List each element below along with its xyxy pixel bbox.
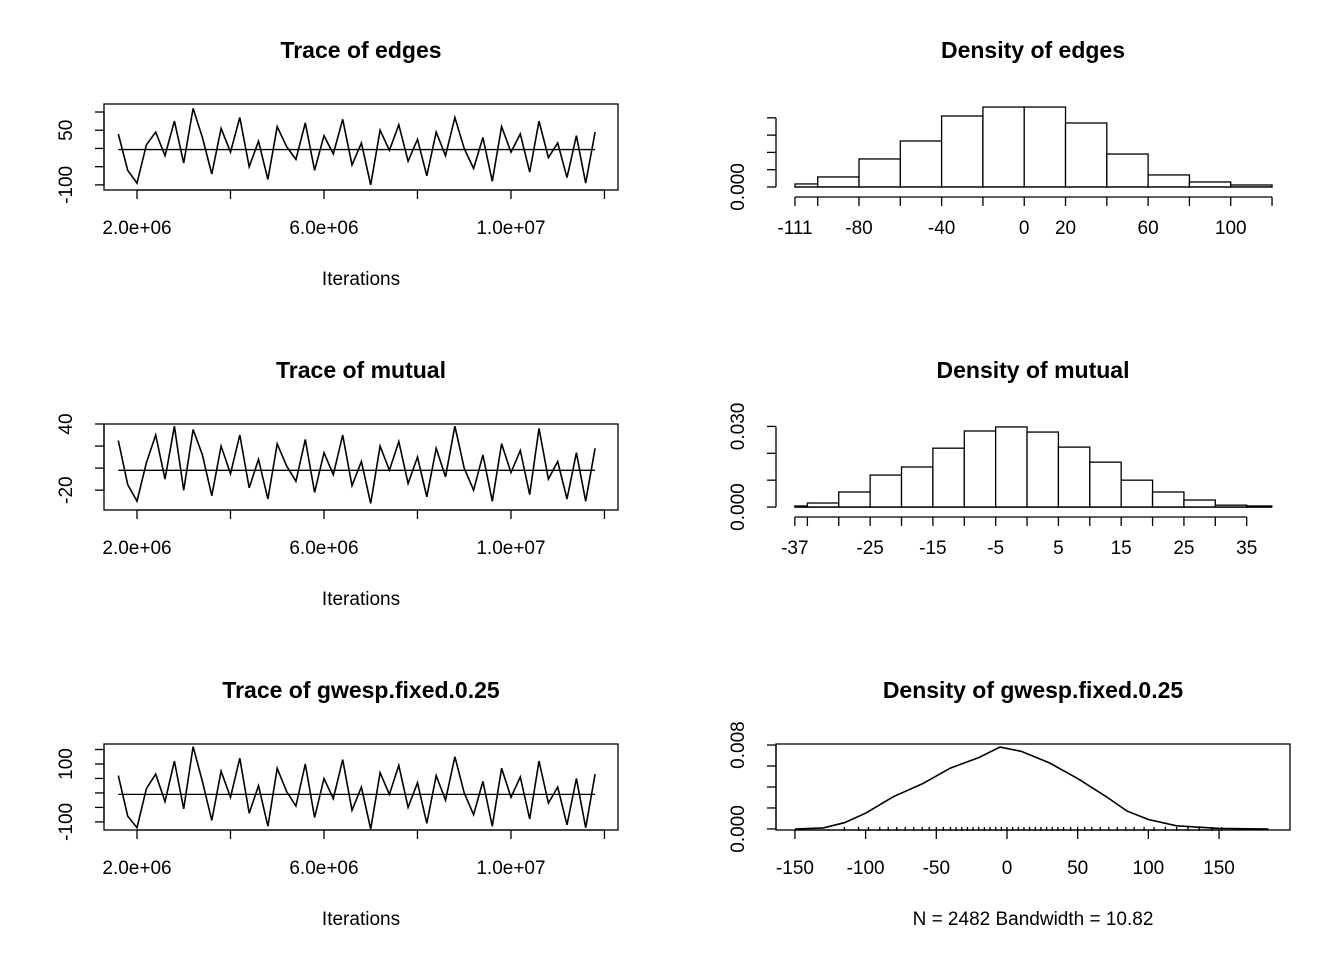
x-axis-label: N = 2482 Bandwidth = 10.82 <box>913 909 1154 930</box>
histogram-bar <box>1188 181 1232 188</box>
x-tick-label: 150 <box>1203 858 1235 879</box>
panel-title: Trace of gwesp.fixed.0.25 <box>222 677 500 703</box>
y-tick-label: 0.030 <box>728 403 749 451</box>
plot-box <box>103 103 619 191</box>
histogram-bar <box>869 474 903 508</box>
y-tick-label: 50 <box>56 120 77 141</box>
histogram-bar <box>982 106 1025 188</box>
histogram-bar <box>1106 153 1149 188</box>
histogram-bar <box>940 115 984 188</box>
histogram-bar <box>995 426 1028 508</box>
histogram-bar <box>817 176 860 188</box>
histogram-bar <box>1120 479 1154 508</box>
x-tick-label: -50 <box>923 858 950 879</box>
x-tick-label: 0 <box>1002 858 1013 879</box>
histogram-bar <box>1089 461 1122 508</box>
histogram-bar <box>1026 431 1060 508</box>
y-tick-label: 0.000 <box>728 483 749 531</box>
x-tick-label: 2.0e+06 <box>102 858 171 879</box>
x-tick-label: 6.0e+06 <box>289 538 358 559</box>
x-tick-label: -25 <box>856 538 883 559</box>
histogram-bar <box>858 158 901 188</box>
y-tick-label: -100 <box>56 166 77 204</box>
x-tick-label: 20 <box>1055 218 1076 239</box>
x-tick-label: 5 <box>1053 538 1064 559</box>
x-tick-label: -5 <box>987 538 1004 559</box>
x-tick-label: 25 <box>1173 538 1194 559</box>
x-tick-label: 0 <box>1019 218 1030 239</box>
y-tick-label: 40 <box>56 413 77 434</box>
x-axis-label: Iterations <box>322 589 400 610</box>
panel-title: Trace of mutual <box>276 357 446 383</box>
x-tick-label: -100 <box>847 858 885 879</box>
x-tick-label: 60 <box>1138 218 1159 239</box>
trace-line <box>117 746 596 830</box>
histogram-bar <box>963 430 997 508</box>
histogram-bar <box>1151 491 1185 508</box>
x-tick-label: 1.0e+07 <box>476 858 545 879</box>
x-tick-label: 100 <box>1215 218 1247 239</box>
x-tick-label: -150 <box>776 858 814 879</box>
histogram-bar <box>899 140 943 188</box>
x-tick-label: -80 <box>845 218 872 239</box>
x-tick-label: -40 <box>928 218 955 239</box>
y-tick-label: 0.000 <box>728 805 749 853</box>
x-tick-label: -37 <box>781 538 808 559</box>
trace-line <box>117 426 596 504</box>
x-tick-label: 100 <box>1133 858 1165 879</box>
histogram-bar <box>1057 446 1091 508</box>
x-tick-label: 2.0e+06 <box>102 218 171 239</box>
histogram-bar <box>838 491 871 508</box>
histogram-bar <box>1147 174 1191 188</box>
trace-line <box>117 108 596 186</box>
x-tick-label: 2.0e+06 <box>102 538 171 559</box>
histogram-bar <box>1023 106 1067 188</box>
x-tick-label: 15 <box>1111 538 1132 559</box>
x-tick-label: 6.0e+06 <box>289 218 358 239</box>
panel-title: Density of mutual <box>937 357 1130 383</box>
x-tick-label: 50 <box>1067 858 1088 879</box>
x-axis-label: Iterations <box>322 269 400 290</box>
y-tick-label: 0.008 <box>728 721 749 769</box>
x-tick-label: 1.0e+07 <box>476 218 545 239</box>
x-axis-label: Iterations <box>322 909 400 930</box>
x-tick-label: 1.0e+07 <box>476 538 545 559</box>
y-tick-label: 0.000 <box>728 163 749 211</box>
y-tick-label: -20 <box>56 476 77 503</box>
x-tick-label: -111 <box>777 218 812 239</box>
x-tick-label: 6.0e+06 <box>289 858 358 879</box>
x-tick-label: 35 <box>1236 538 1257 559</box>
histogram-bar <box>1183 499 1216 508</box>
histogram-bar <box>932 447 965 508</box>
histogram-bar <box>900 466 934 508</box>
histogram-bar <box>1064 122 1108 188</box>
y-tick-label: -100 <box>56 803 77 841</box>
x-tick-label: -15 <box>919 538 946 559</box>
panel-title: Density of edges <box>941 37 1125 63</box>
panel-title: Density of gwesp.fixed.0.25 <box>883 677 1184 703</box>
panel-title: Trace of edges <box>280 37 441 63</box>
density-curve <box>794 746 1269 830</box>
y-tick-label: 100 <box>56 748 77 780</box>
